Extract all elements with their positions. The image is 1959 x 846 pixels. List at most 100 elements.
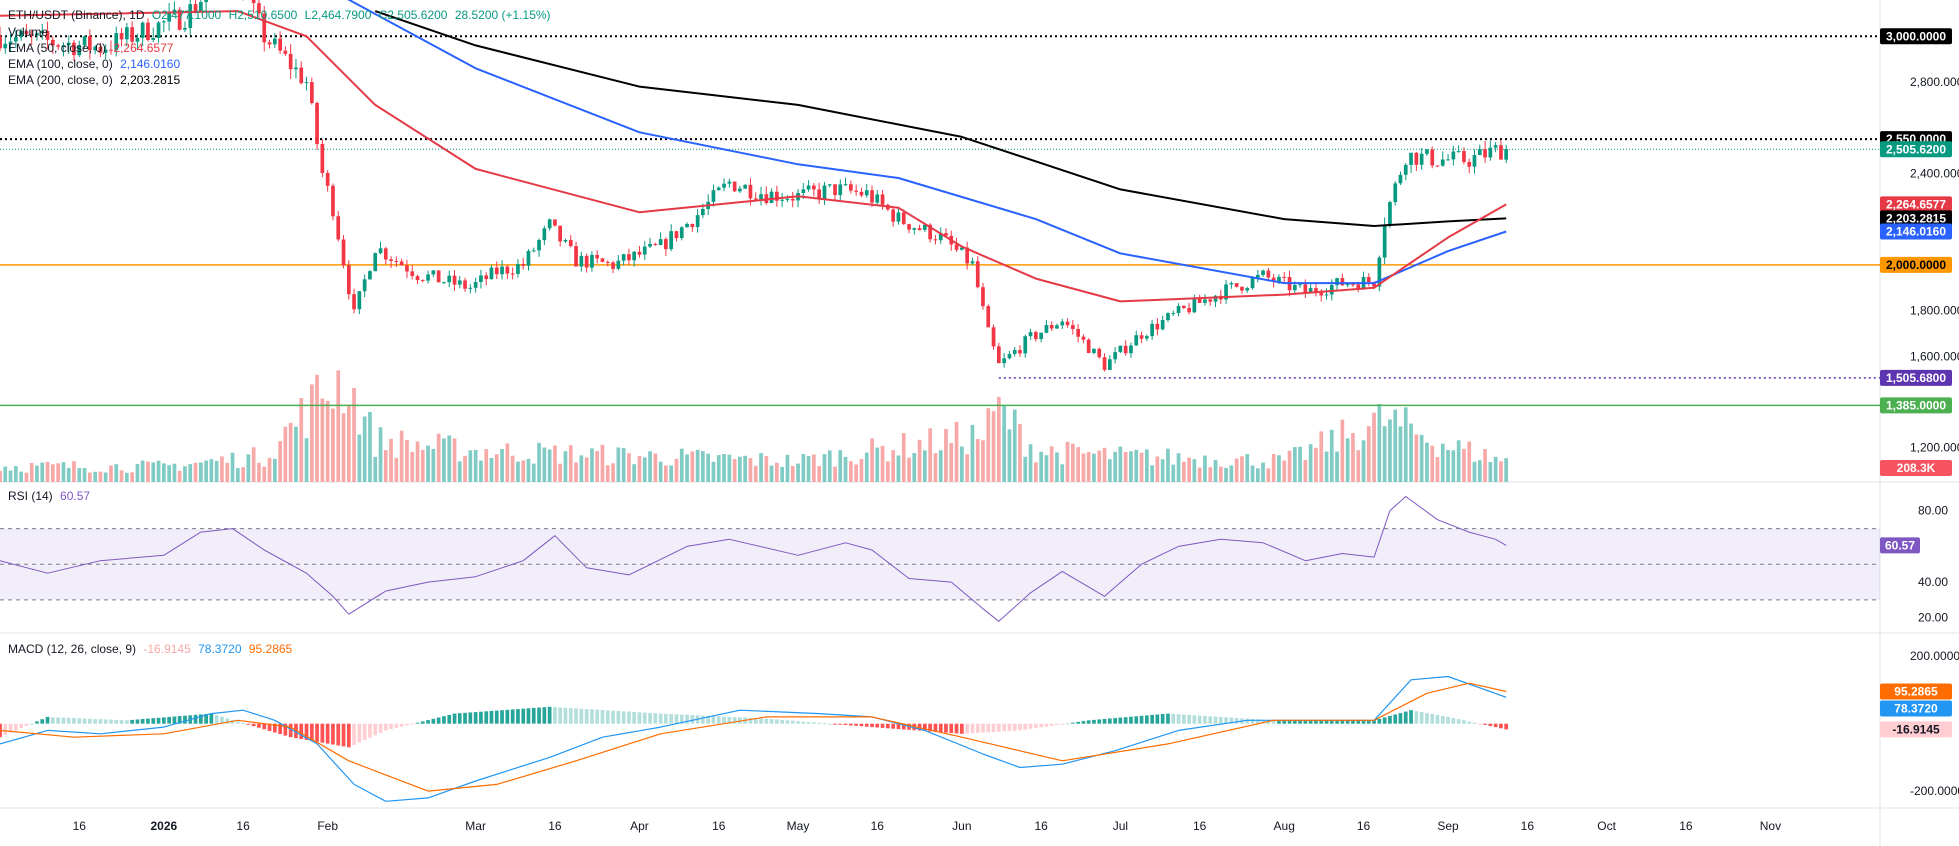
price-level-label: 1,505.6800 bbox=[1886, 371, 1946, 385]
candle-body bbox=[167, 12, 171, 22]
candle-body bbox=[674, 231, 679, 239]
macd-histogram-bar bbox=[399, 723, 404, 727]
volume-bar bbox=[1118, 446, 1123, 482]
volume-bar bbox=[93, 471, 97, 482]
macd-histogram-bar bbox=[568, 708, 573, 724]
macd-histogram-bar bbox=[1071, 722, 1075, 724]
candle-body bbox=[61, 45, 66, 47]
ema100-legend[interactable]: EMA (100, close, 0) 2,146.0160 bbox=[8, 56, 184, 72]
volume-bar bbox=[1261, 462, 1265, 482]
macd-value-label: -16.9145 bbox=[1892, 722, 1940, 736]
macd-histogram-bar bbox=[304, 723, 309, 740]
candle-body bbox=[923, 224, 927, 230]
symbol-label[interactable]: ETH/USDT (Binance), 1D bbox=[8, 8, 145, 22]
volume-bar bbox=[1028, 444, 1033, 482]
candle-body bbox=[806, 185, 811, 190]
volume-bar bbox=[1340, 419, 1345, 482]
candle-body bbox=[45, 31, 50, 40]
macd-histogram-bar bbox=[1055, 723, 1059, 725]
candle-body bbox=[642, 246, 647, 255]
time-axis-tick: 16 bbox=[1521, 819, 1535, 833]
candle-body bbox=[1277, 276, 1281, 282]
volume-bar bbox=[1055, 452, 1059, 482]
macd-histogram-bar bbox=[516, 709, 520, 724]
candle-body bbox=[1335, 278, 1339, 286]
candle-body bbox=[600, 258, 605, 262]
volume-bar bbox=[970, 424, 975, 482]
volume-bar bbox=[1192, 459, 1197, 482]
volume-bar bbox=[1134, 449, 1139, 482]
macd-histogram-bar bbox=[447, 714, 452, 724]
volume-bar bbox=[420, 449, 425, 482]
candle-body bbox=[917, 228, 922, 230]
ema200-value: 2,203.2815 bbox=[120, 73, 181, 87]
candle-body bbox=[431, 270, 436, 275]
volume-bar bbox=[288, 422, 293, 482]
candle-body bbox=[288, 53, 293, 70]
macd-legend[interactable]: MACD (12, 26, close, 9) -16.9145 78.3720… bbox=[8, 641, 296, 657]
candle-body bbox=[695, 215, 700, 228]
volume-bar bbox=[51, 464, 55, 482]
macd-histogram-bar bbox=[135, 719, 140, 724]
time-axis-tick: 16 bbox=[1357, 819, 1371, 833]
candle-body bbox=[1504, 149, 1508, 160]
macd-histogram-bar bbox=[521, 708, 526, 724]
macd-histogram-bar bbox=[1113, 718, 1117, 724]
macd-histogram-bar bbox=[1403, 711, 1408, 724]
volume-bar bbox=[1234, 458, 1239, 482]
volume-bar bbox=[463, 455, 467, 482]
macd-histogram-bar bbox=[172, 716, 177, 724]
volume-bar bbox=[1282, 460, 1287, 482]
macd-histogram-bar bbox=[1382, 717, 1387, 724]
macd-histogram-bar bbox=[875, 723, 880, 728]
rsi-line[interactable] bbox=[0, 496, 1507, 622]
time-axis-tick: 16 bbox=[871, 819, 885, 833]
volume-bar bbox=[241, 467, 245, 482]
macd-histogram-bar bbox=[1039, 723, 1043, 728]
ema50-legend[interactable]: EMA (50, close, 0) 2,264.6577 bbox=[8, 40, 177, 56]
volume-bar bbox=[209, 459, 214, 482]
volume-bar bbox=[1388, 419, 1392, 482]
volume-legend[interactable]: Volume bbox=[8, 24, 52, 40]
ema50-line[interactable] bbox=[0, 10, 1507, 303]
macd-histogram-bar bbox=[1108, 718, 1112, 724]
price-level-label: 3,000.0000 bbox=[1886, 29, 1946, 43]
macd-histogram-bar bbox=[938, 723, 943, 733]
volume-bar bbox=[246, 454, 251, 482]
macd-histogram-bar bbox=[1351, 720, 1355, 724]
macd-histogram-bar bbox=[616, 711, 621, 724]
candle-body bbox=[352, 294, 356, 310]
volume-bar bbox=[320, 398, 325, 482]
ema100-value: 2,146.0160 bbox=[120, 57, 181, 71]
macd-histogram-bar bbox=[1187, 714, 1191, 724]
ema100-line[interactable] bbox=[328, 0, 1507, 285]
macd-histogram-bar bbox=[442, 716, 446, 724]
macd-histogram-bar bbox=[701, 715, 705, 724]
candle-body bbox=[738, 188, 742, 192]
volume-bar bbox=[66, 467, 71, 482]
price-level-label-badge bbox=[1880, 397, 1952, 414]
macd-histogram-bar bbox=[362, 723, 367, 741]
macd-histogram-bar bbox=[436, 717, 441, 724]
candle-body bbox=[632, 251, 636, 261]
macd-histogram-bar bbox=[336, 723, 341, 746]
macd-histogram-bar bbox=[1493, 723, 1498, 728]
rsi-legend[interactable]: RSI (14) 60.57 bbox=[8, 488, 94, 504]
ema200-legend[interactable]: EMA (200, close, 0) 2,203.2815 bbox=[8, 72, 184, 88]
volume-bar bbox=[3, 466, 8, 482]
macd-histogram-bar bbox=[1065, 723, 1070, 725]
candle-body bbox=[1425, 149, 1429, 154]
candle-body bbox=[812, 185, 816, 190]
ema200-line[interactable] bbox=[374, 10, 1507, 227]
macd-line[interactable] bbox=[0, 675, 1507, 802]
macd-histogram-bar bbox=[204, 714, 208, 724]
candle-body bbox=[1293, 285, 1297, 291]
candle-body bbox=[1002, 358, 1006, 364]
macd-signal-line[interactable] bbox=[0, 682, 1507, 792]
candle-body bbox=[769, 191, 774, 203]
candle-body bbox=[0, 36, 2, 49]
candle-body bbox=[51, 39, 55, 46]
macd-histogram-bar bbox=[1271, 720, 1276, 724]
time-axis-tick: May bbox=[787, 819, 810, 833]
